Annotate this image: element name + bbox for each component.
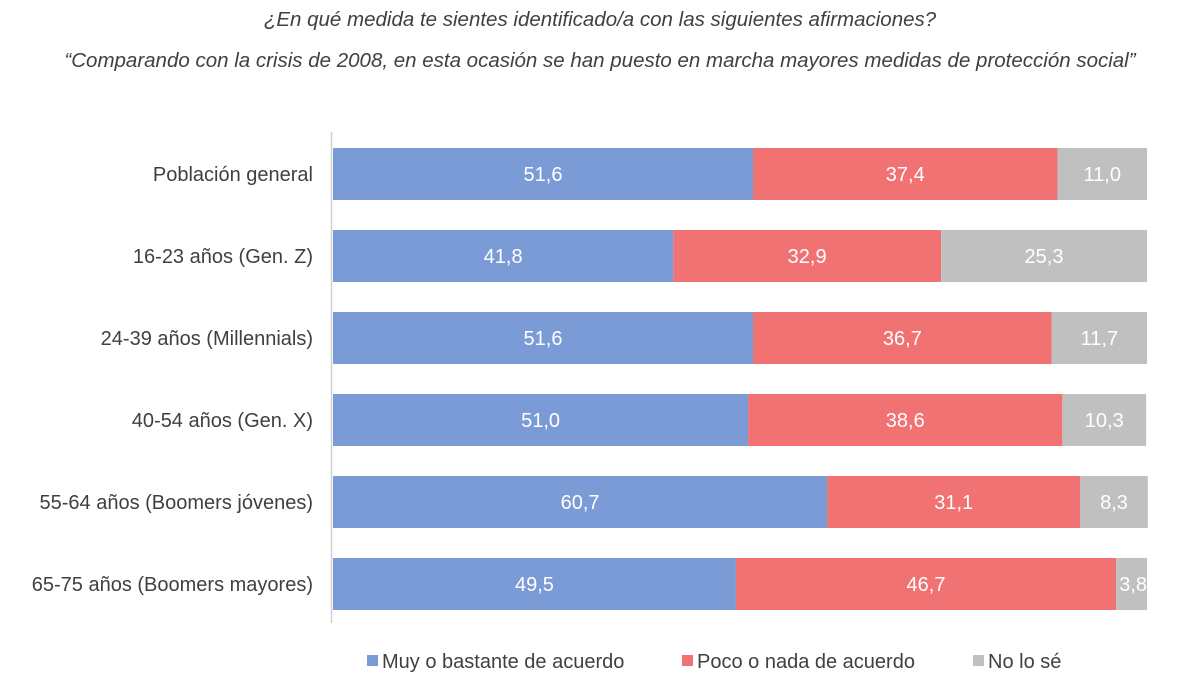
data-label: 38,6 xyxy=(886,410,925,432)
data-label: 32,9 xyxy=(788,246,827,268)
category-label: 40-54 años (Gen. X) xyxy=(132,410,313,432)
data-label: 25,3 xyxy=(1025,246,1064,268)
chart-title: ¿En qué medida te sientes identificado/a… xyxy=(263,8,937,31)
bar-segment xyxy=(1051,312,1147,364)
category-label: 24-39 años (Millennials) xyxy=(101,328,313,350)
bar-segment xyxy=(333,148,754,200)
data-label: 46,7 xyxy=(907,574,946,596)
data-label: 3,8 xyxy=(1119,574,1147,596)
legend-swatch xyxy=(973,655,984,666)
bar-segment xyxy=(941,230,1147,282)
bar-segment xyxy=(1062,394,1147,446)
data-label: 51,6 xyxy=(524,328,563,350)
bar-segment xyxy=(1080,476,1148,528)
bar-segment xyxy=(753,148,1058,200)
legend-swatch xyxy=(682,655,693,666)
bar-segment xyxy=(333,230,674,282)
legend-label: Muy o bastante de acuerdo xyxy=(382,651,624,673)
bar-segment xyxy=(1057,148,1147,200)
bar-segment xyxy=(1116,558,1147,610)
bar-segment xyxy=(735,558,1117,610)
data-label: 51,0 xyxy=(521,410,560,432)
bar-segment xyxy=(827,476,1081,528)
category-label: 65-75 años (Boomers mayores) xyxy=(32,574,313,596)
data-label: 31,1 xyxy=(934,492,973,514)
legend-label: No lo sé xyxy=(988,651,1061,673)
chart-subtitle: “Comparando con la crisis de 2008, en es… xyxy=(64,49,1136,72)
bar-segment xyxy=(748,394,1063,446)
bar-segment xyxy=(333,312,754,364)
data-label: 41,8 xyxy=(484,246,523,268)
data-label: 10,3 xyxy=(1085,410,1124,432)
bar-segment xyxy=(333,394,749,446)
data-label: 60,7 xyxy=(561,492,600,514)
data-label: 36,7 xyxy=(883,328,922,350)
bar-segment xyxy=(673,230,942,282)
data-label: 51,6 xyxy=(524,164,563,186)
data-label: 49,5 xyxy=(515,574,554,596)
bar-segment xyxy=(333,558,736,610)
data-label: 11,0 xyxy=(1084,164,1121,186)
category-label: 55-64 años (Boomers jóvenes) xyxy=(40,492,313,514)
data-label: 8,3 xyxy=(1100,492,1128,514)
category-label: 16-23 años (Gen. Z) xyxy=(133,246,313,268)
legend-label: Poco o nada de acuerdo xyxy=(697,651,915,673)
category-label: Población general xyxy=(153,164,313,186)
bar-segment xyxy=(753,312,1052,364)
bar-segment xyxy=(333,476,828,528)
data-label: 37,4 xyxy=(886,164,925,186)
data-label: 11,7 xyxy=(1081,328,1118,350)
legend-swatch xyxy=(367,655,378,666)
